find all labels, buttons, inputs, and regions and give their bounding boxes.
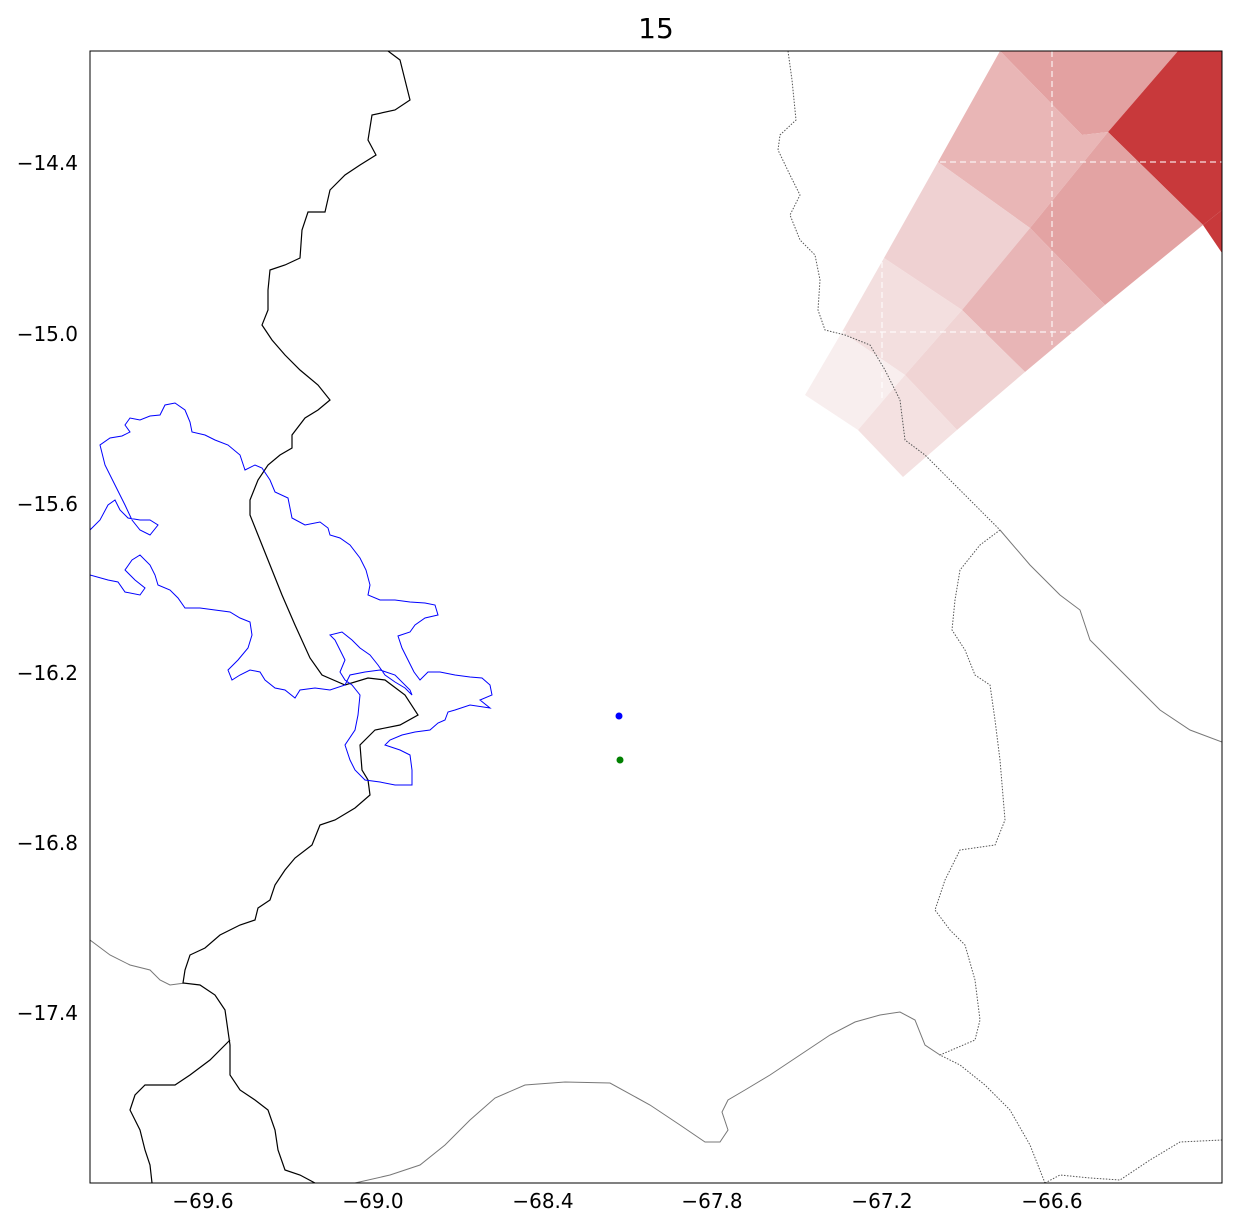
sector-cell [842, 258, 962, 375]
sector-grid [840, 51, 1222, 400]
green-point [616, 756, 624, 764]
country-boundary-gray [90, 529, 1222, 1183]
y-tick-label: −16.2 [17, 661, 78, 685]
y-tick-label: −16.8 [17, 831, 78, 855]
international-border [129, 51, 419, 1183]
lake-outline [90, 402, 493, 786]
sector-cell [884, 162, 1030, 310]
y-tick-label: −14.4 [17, 151, 78, 175]
map-title: 15 [638, 12, 674, 45]
sector-cell [1108, 51, 1222, 225]
y-tick-label: −17.4 [17, 1001, 78, 1025]
y-tick-label: −15.6 [17, 492, 78, 516]
sector-cell [905, 310, 1025, 430]
sector-layer [805, 51, 1222, 477]
y-axis: −14.4 −15.0 −15.6 −16.2 −16.8 −17.4 [17, 151, 78, 1025]
admin-boundaries [777, 51, 1222, 1183]
map-area [90, 51, 1222, 1183]
x-tick-label: −67.8 [681, 1189, 742, 1213]
x-tick-label: −66.6 [1021, 1189, 1082, 1213]
x-axis: −69.6 −69.0 −68.4 −67.8 −67.2 −66.6 [172, 1189, 1082, 1213]
sector-cell [1203, 210, 1222, 253]
blue-point [615, 712, 623, 720]
sector-cell [805, 332, 905, 430]
sector-cell [1000, 51, 1178, 135]
sector-cell [938, 51, 1108, 228]
y-tick-label: −15.0 [17, 322, 78, 346]
x-tick-label: −69.0 [342, 1189, 403, 1213]
axes-frame [89, 50, 1223, 1184]
x-tick-label: −67.2 [851, 1189, 912, 1213]
x-tick-label: −68.4 [512, 1189, 573, 1213]
x-tick-label: −69.6 [172, 1189, 233, 1213]
sector-cell [962, 228, 1105, 372]
sector-cell [858, 375, 957, 477]
sector-cell [1030, 132, 1203, 305]
